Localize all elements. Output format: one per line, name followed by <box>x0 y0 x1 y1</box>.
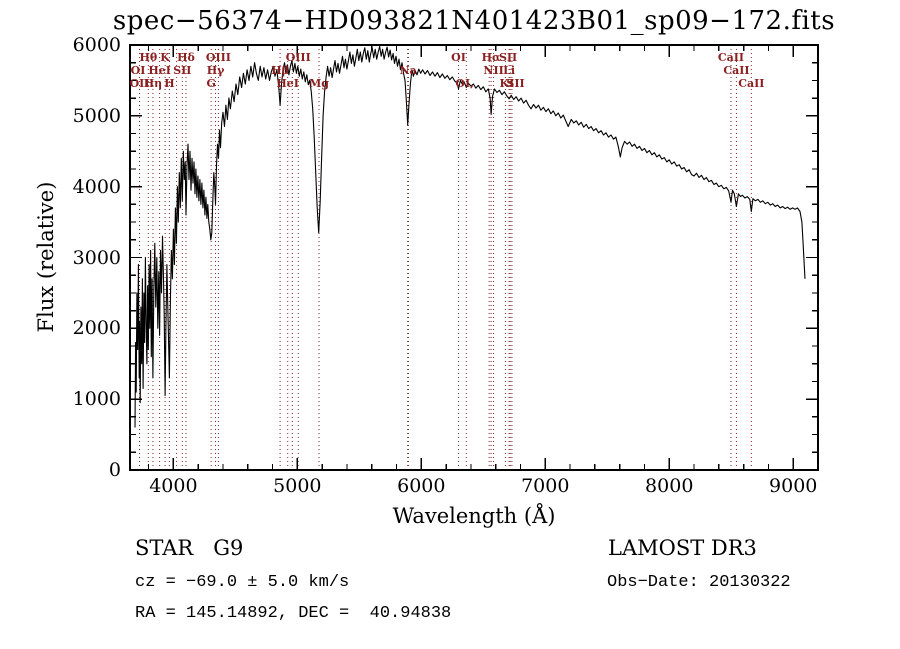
survey-label: LAMOST DR3 <box>608 536 757 560</box>
x-tick-label: 4000 <box>149 475 198 497</box>
line-marker-label: HeI <box>148 64 171 77</box>
line-marker-label: SII <box>498 51 518 64</box>
line-marker-label: CaII <box>738 77 765 90</box>
line-marker-label: OI <box>451 51 466 64</box>
y-tick-label: 5000 <box>72 104 121 127</box>
obs-date-label: Obs−Date: 20130322 <box>607 573 791 592</box>
line-marker-label: Na <box>399 64 417 77</box>
line-marker-label: H <box>164 77 175 90</box>
line-marker-label: G <box>206 77 216 90</box>
line-marker-label: OIII <box>205 51 231 64</box>
line-marker-label: OII <box>129 77 150 90</box>
line-marker-label: Hβ <box>271 64 289 77</box>
x-tick-label: 8000 <box>645 475 694 497</box>
line-marker-label: OIII <box>285 51 311 64</box>
line-marker-label: CaII <box>717 51 745 64</box>
x-tick-label: 5000 <box>273 475 322 497</box>
line-marker-label: OI <box>130 64 146 77</box>
line-marker-label: HeI <box>276 77 299 90</box>
line-marker-label: CaII <box>723 64 750 77</box>
line-marker-label: Mg <box>309 77 329 90</box>
radec-label: RA = 145.14892, DEC = 40.94838 <box>135 604 452 623</box>
line-marker-label: OI, <box>455 77 474 90</box>
star-class-label: STAR G9 <box>135 536 244 560</box>
line-marker-label: K <box>160 51 170 64</box>
y-tick-label: 2000 <box>72 317 121 340</box>
x-tick-label: 7000 <box>521 475 570 497</box>
line-marker-label: Hθ <box>139 51 158 64</box>
line-marker-label: Hδ <box>177 51 195 64</box>
line-marker-label: NII <box>483 64 504 77</box>
x-tick-label: 6000 <box>397 475 446 497</box>
line-marker-label: Li <box>503 64 516 77</box>
y-tick-label: 3000 <box>72 246 121 269</box>
line-marker-label: KI <box>499 77 515 90</box>
line-marker-label: Hα <box>481 51 501 64</box>
line-marker-label: Hγ <box>206 64 225 77</box>
line-marker-label: SII <box>506 77 525 90</box>
x-axis-label: Wavelength (Å) <box>392 504 556 528</box>
line-marker-label: SII <box>173 64 192 77</box>
line-marker-label: Hη <box>143 77 163 90</box>
y-tick-label: 0 <box>108 459 121 481</box>
y-tick-label: 1000 <box>72 388 121 411</box>
y-tick-label: 6000 <box>72 34 121 56</box>
x-tick-label: 9000 <box>769 475 818 497</box>
plot-title: spec−56374−HD093821N401423B01_sp09−172.f… <box>112 6 836 36</box>
cz-label: cz = −69.0 ± 5.0 km/s <box>135 573 350 592</box>
y-tick-label: 4000 <box>72 175 121 198</box>
